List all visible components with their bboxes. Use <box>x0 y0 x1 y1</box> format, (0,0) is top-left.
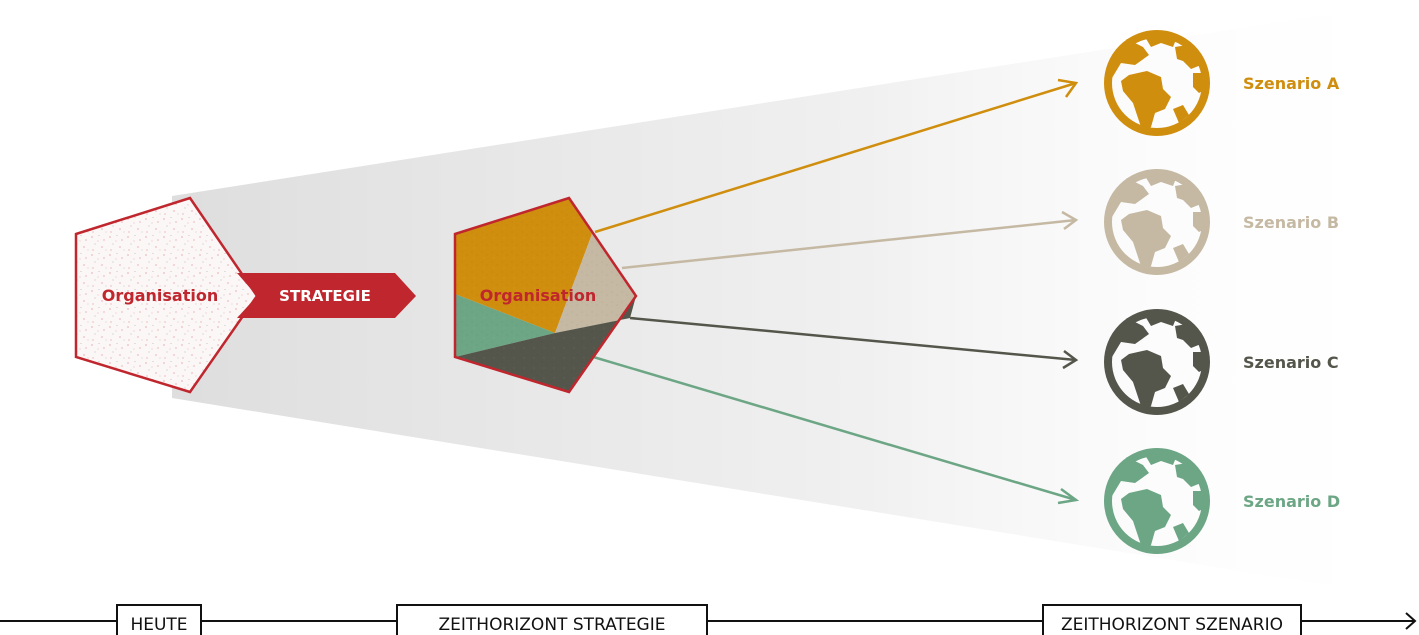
perspective-beam <box>172 0 1419 600</box>
timeline-box-strategie <box>396 604 708 635</box>
scenario-label-b: Szenario B <box>1243 213 1339 232</box>
timeline-label-heute: HEUTE <box>130 615 187 635</box>
scenario-label-c: Szenario C <box>1243 353 1339 372</box>
timeline-label-szenario: ZEITHORIZONT SZENARIO <box>1061 615 1283 635</box>
scenario-arrow-d <box>589 354 1080 505</box>
timeline-label-strategie: ZEITHORIZONT STRATEGIE <box>439 615 666 635</box>
organisation-shape-future <box>453 196 638 394</box>
scenario-label-d: Szenario D <box>1243 492 1340 511</box>
scenario-arrow-b <box>621 210 1079 270</box>
timeline-box-szenario <box>1042 604 1302 635</box>
timeline: HEUTE ZEITHORIZONT STRATEGIE ZEITHORIZON… <box>0 604 1417 635</box>
strategy-arrow <box>237 273 416 318</box>
organisation-label-today: Organisation <box>102 286 218 305</box>
organisation-shape-today <box>74 196 259 394</box>
timeline-arrowhead <box>1405 612 1417 630</box>
timeline-box-heute <box>116 604 202 635</box>
scenario-label-a: Szenario A <box>1243 74 1340 93</box>
organisation-label-future: Organisation <box>480 286 596 305</box>
strategy-arrow-label: STRATEGIE <box>279 287 371 305</box>
scenario-arrows <box>589 78 1080 505</box>
scenario-arrow-c <box>629 316 1079 370</box>
scenario-arrow-a <box>594 78 1079 234</box>
